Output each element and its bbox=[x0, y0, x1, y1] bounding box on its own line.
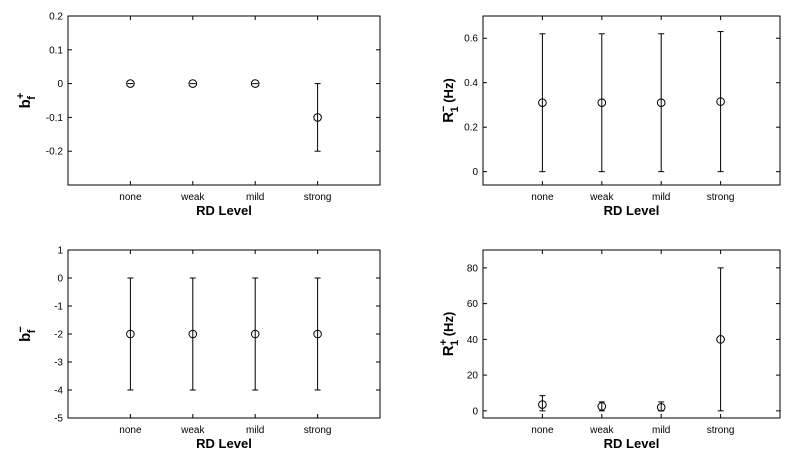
y-tick-label: 0.1 bbox=[49, 45, 63, 56]
y-axis-label: b+f bbox=[15, 93, 38, 109]
data-point bbox=[716, 335, 725, 344]
x-tick-label: mild bbox=[652, 192, 670, 203]
y-tick-label: 0.4 bbox=[464, 78, 478, 89]
y-tick-label: 1 bbox=[57, 246, 63, 257]
y-tick-label: 0 bbox=[472, 167, 478, 178]
panel-b-f-plus: 0.2 0.1 0 -0.1 -0.2 none weak mild strong RD Leve… bbox=[15, 12, 381, 218]
y-tick-label: 0.2 bbox=[49, 12, 63, 23]
y-tick-label: -4 bbox=[54, 386, 63, 397]
y-tick-label: 0.2 bbox=[464, 123, 478, 134]
x-tick-label: weak bbox=[180, 192, 205, 203]
x-tick-label: strong bbox=[707, 425, 735, 436]
x-axis-label: RD Level bbox=[196, 436, 252, 450]
panel-r1-minus: 0.6 0.4 0.2 0 none weak mild strong RD Level R−1 … bbox=[438, 15, 781, 218]
panel-b-f-minus: 1 0 -1 -2 -3 -4 -5 none weak mild strong RD Level b−… bbox=[15, 246, 381, 450]
x-tick-label: mild bbox=[246, 192, 264, 203]
data-point bbox=[538, 400, 547, 409]
x-axis-label: RD Level bbox=[196, 203, 252, 218]
data-point bbox=[188, 79, 198, 88]
y-tick-label: -5 bbox=[54, 414, 63, 425]
y-tick-label: -0.1 bbox=[46, 113, 64, 124]
data-point bbox=[656, 402, 666, 412]
data-point bbox=[597, 98, 607, 108]
y-tick-label: 20 bbox=[467, 371, 479, 382]
x-tick-label: none bbox=[119, 192, 142, 203]
y-tick-label: -2 bbox=[54, 330, 63, 341]
y-tick-label: 60 bbox=[467, 299, 479, 310]
data-point bbox=[597, 402, 607, 411]
data-point bbox=[126, 79, 135, 88]
data-point bbox=[250, 79, 260, 88]
x-tick-label: none bbox=[531, 425, 554, 436]
x-tick-label: strong bbox=[304, 425, 332, 436]
y-tick-label: -1 bbox=[54, 302, 63, 313]
x-tick-label: weak bbox=[589, 425, 614, 436]
data-point bbox=[250, 329, 260, 339]
y-tick-label: 0.6 bbox=[464, 34, 478, 45]
data-point bbox=[716, 97, 725, 106]
panel-r1-plus: 80 60 40 20 0 none weak mild strong RD Level R+1 (… bbox=[438, 249, 781, 450]
data-point bbox=[313, 329, 322, 339]
x-tick-label: mild bbox=[652, 425, 670, 436]
y-tick-label: 0 bbox=[57, 274, 63, 285]
y-tick-label: 0 bbox=[472, 406, 478, 417]
x-tick-label: weak bbox=[589, 192, 614, 203]
x-tick-label: weak bbox=[180, 425, 205, 436]
y-tick-label: -3 bbox=[54, 358, 63, 369]
plot-frame bbox=[67, 15, 381, 186]
x-axis-label: RD Level bbox=[604, 436, 660, 450]
x-tick-label: none bbox=[119, 425, 142, 436]
data-point bbox=[188, 329, 198, 339]
plot-frame bbox=[482, 15, 781, 186]
y-axis-label: b−f bbox=[15, 326, 38, 342]
y-tick-label: -0.2 bbox=[46, 147, 64, 158]
y-axis-label: R+1 (Hz) bbox=[438, 312, 461, 357]
x-tick-label: none bbox=[531, 192, 554, 203]
x-axis-label: RD Level bbox=[604, 203, 660, 218]
data-point bbox=[126, 329, 135, 339]
plot-frame bbox=[67, 249, 381, 419]
plot-frame bbox=[482, 249, 781, 419]
x-tick-label: strong bbox=[707, 192, 735, 203]
y-tick-label: 40 bbox=[467, 335, 479, 346]
y-tick-label: 0 bbox=[57, 79, 63, 90]
y-tick-label: 80 bbox=[467, 263, 479, 274]
data-point bbox=[313, 113, 322, 122]
data-point bbox=[656, 98, 666, 108]
y-axis-label: R−1 (Hz) bbox=[438, 78, 461, 123]
x-tick-label: strong bbox=[304, 192, 332, 203]
data-point bbox=[538, 98, 547, 108]
x-tick-label: mild bbox=[246, 425, 264, 436]
